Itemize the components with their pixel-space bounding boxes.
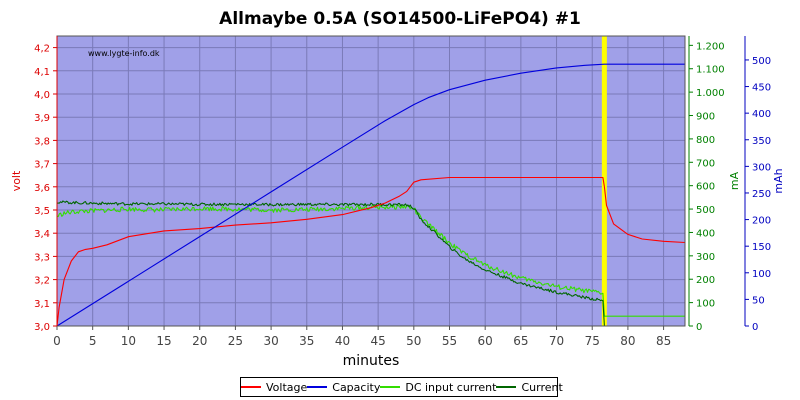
y-tick-label-mah: 150 bbox=[752, 242, 771, 253]
y-tick-label-volt: 3,1 bbox=[34, 299, 50, 310]
y-tick-label-mah: 400 bbox=[752, 109, 771, 120]
y-tick-label-volt: 3,2 bbox=[34, 276, 50, 287]
y-tick-label-ma: 400 bbox=[696, 228, 715, 239]
x-tick-label: 60 bbox=[478, 334, 493, 348]
y-tick-label-ma: 800 bbox=[696, 135, 715, 146]
x-tick-label: 0 bbox=[53, 334, 61, 348]
legend-item-capacity: Capacity bbox=[307, 381, 380, 394]
y-tick-label-mah: 50 bbox=[752, 295, 765, 306]
legend-swatch-voltage bbox=[241, 386, 261, 388]
y-tick-label-mah: 0 bbox=[752, 322, 758, 333]
watermark: www.lygte-info.dk bbox=[88, 49, 160, 58]
marker-line bbox=[601, 36, 607, 326]
y-tick-label-mah: 450 bbox=[752, 83, 771, 94]
legend-label-capacity: Capacity bbox=[332, 380, 381, 394]
legend-item-voltage: Voltage bbox=[241, 381, 307, 394]
y-tick-label-volt: 4,1 bbox=[34, 67, 50, 78]
axes: 0 5 10 15 20 25 30 35 40 45 50 55 60 65 70 75 80 85 3,0 3,1… bbox=[34, 36, 771, 348]
x-tick-label: 30 bbox=[263, 334, 278, 348]
y-axis-label-mah: mAh bbox=[772, 168, 785, 193]
y-tick-label-ma: 1.200 bbox=[696, 41, 725, 52]
y-tick-label-volt: 3,0 bbox=[34, 322, 50, 333]
marker bbox=[601, 36, 607, 326]
x-tick-label: 25 bbox=[228, 334, 243, 348]
y-tick-label-ma: 300 bbox=[696, 252, 715, 263]
y-tick-label-ma: 200 bbox=[696, 275, 715, 286]
legend-label-current: Current bbox=[521, 380, 563, 394]
legend-item-current: Current bbox=[496, 380, 563, 394]
x-tick-label: 80 bbox=[620, 334, 635, 348]
x-tick-label: 55 bbox=[442, 334, 457, 348]
y-tick-label-ma: 900 bbox=[696, 112, 715, 123]
y-tick-label-mah: 500 bbox=[752, 56, 771, 67]
legend-swatch-capacity bbox=[307, 386, 328, 388]
x-tick-label: 70 bbox=[549, 334, 564, 348]
series-lines bbox=[56, 63, 686, 327]
x-tick-label: 5 bbox=[89, 334, 97, 348]
x-tick-label: 85 bbox=[656, 334, 671, 348]
chart-title: Allmaybe 0.5A (SO14500-LiFePO4) #1 bbox=[219, 9, 581, 29]
y-tick-label-ma: 500 bbox=[696, 205, 715, 216]
y-tick-label-mah: 350 bbox=[752, 136, 771, 147]
legend-swatch-dc-input-current bbox=[380, 386, 401, 388]
legend: Voltage Capacity DC input current Curren… bbox=[240, 377, 563, 397]
y-tick-label-volt: 3,7 bbox=[34, 160, 50, 171]
y-tick-label-mah: 250 bbox=[752, 189, 771, 200]
x-tick-label: 20 bbox=[192, 334, 207, 348]
x-tick-label: 45 bbox=[370, 334, 385, 348]
y-tick-label-ma: 100 bbox=[696, 299, 715, 310]
legend-swatch-current bbox=[496, 386, 517, 388]
y-tick-label-ma: 700 bbox=[696, 158, 715, 169]
y-tick-label-ma: 0 bbox=[696, 322, 702, 333]
legend-label-dc-input-current: DC input current bbox=[405, 380, 497, 394]
y-tick-label-volt: 3,4 bbox=[34, 229, 50, 240]
plot-area bbox=[57, 36, 685, 326]
y-tick-label-volt: 3,5 bbox=[34, 206, 50, 217]
series-line-voltage bbox=[56, 176, 686, 327]
y-tick-label-volt: 4,2 bbox=[34, 44, 50, 55]
y-tick-label-volt: 3,3 bbox=[34, 252, 50, 263]
y-tick-label-volt: 3,6 bbox=[34, 183, 50, 194]
y-tick-label-ma: 1.000 bbox=[696, 88, 725, 99]
x-axis-label: minutes bbox=[343, 353, 400, 369]
x-tick-label: 10 bbox=[121, 334, 136, 348]
y-tick-label-ma: 1.100 bbox=[696, 65, 725, 76]
series-line-capacity bbox=[56, 63, 685, 327]
x-tick-label: 75 bbox=[585, 334, 600, 348]
y-tick-label-volt: 4,0 bbox=[34, 90, 50, 101]
y-axis-label-volt: volt bbox=[10, 170, 23, 191]
y-axis-label-ma: mA bbox=[728, 171, 741, 190]
y-tick-label-mah: 200 bbox=[752, 216, 771, 227]
y-tick-label-mah: 100 bbox=[752, 269, 771, 280]
y-tick-label-mah: 300 bbox=[752, 162, 771, 173]
legend-item-dc-input-current: DC input current bbox=[380, 381, 496, 394]
legend-label-voltage: Voltage bbox=[266, 380, 308, 394]
grid bbox=[57, 36, 685, 326]
x-tick-label: 35 bbox=[299, 334, 314, 348]
y-tick-label-volt: 3,8 bbox=[34, 136, 50, 147]
y-tick-label-ma: 600 bbox=[696, 182, 715, 193]
x-tick-label: 15 bbox=[156, 334, 171, 348]
series-line-current bbox=[56, 200, 685, 327]
y-tick-label-volt: 3,9 bbox=[34, 113, 50, 124]
x-tick-label: 65 bbox=[513, 334, 528, 348]
x-tick-label: 40 bbox=[335, 334, 350, 348]
x-tick-label: 50 bbox=[406, 334, 421, 348]
